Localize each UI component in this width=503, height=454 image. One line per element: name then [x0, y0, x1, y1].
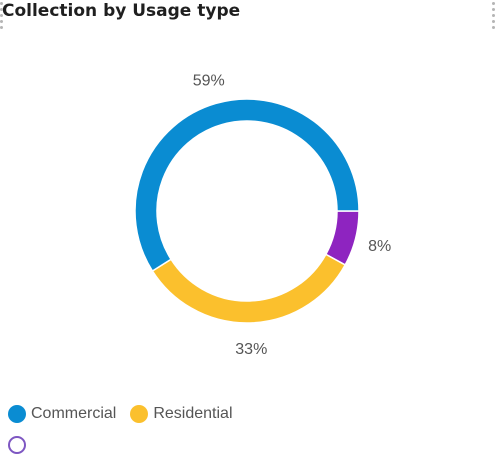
legend-label-residential: Residential	[153, 405, 233, 422]
chart-title: Collection by Usage type	[2, 1, 241, 21]
chart-legend: Commercial Residential	[8, 405, 233, 423]
slice-label-other: 8%	[368, 238, 391, 255]
legend-swatch-partial	[8, 436, 26, 454]
legend-swatch-commercial	[8, 405, 26, 423]
legend-swatch-residential	[130, 405, 149, 423]
drag-handle-icon[interactable]	[0, 2, 4, 29]
slice-commercial[interactable]	[134, 98, 360, 273]
slice-label-commercial: 59%	[193, 72, 225, 89]
more-options-icon[interactable]	[492, 2, 496, 29]
usage-type-donut-chart: 8% 33% 59%	[134, 72, 391, 358]
slice-residential[interactable]	[151, 253, 347, 324]
legend-label-commercial: Commercial	[31, 405, 117, 422]
legend-item-residential[interactable]: Residential	[130, 405, 233, 423]
legend-item-commercial[interactable]: Commercial	[8, 405, 116, 423]
slice-label-residential: 33%	[235, 341, 267, 358]
